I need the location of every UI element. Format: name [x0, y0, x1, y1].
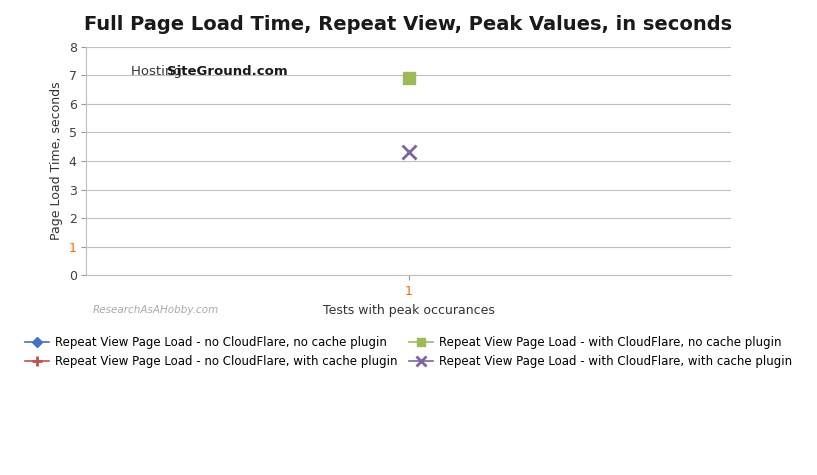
X-axis label: Tests with peak occurances: Tests with peak occurances	[323, 304, 494, 316]
Legend: Repeat View Page Load - no CloudFlare, no cache plugin, Repeat View Page Load - : Repeat View Page Load - no CloudFlare, n…	[20, 332, 797, 373]
Text: Hosting:: Hosting:	[132, 65, 191, 78]
Y-axis label: Page Load Time, seconds: Page Load Time, seconds	[50, 82, 63, 240]
Text: SiteGround.com: SiteGround.com	[167, 65, 288, 78]
Text: ResearchAsAHobby.com: ResearchAsAHobby.com	[93, 305, 219, 315]
Title: Full Page Load Time, Repeat View, Peak Values, in seconds: Full Page Load Time, Repeat View, Peak V…	[84, 15, 733, 34]
